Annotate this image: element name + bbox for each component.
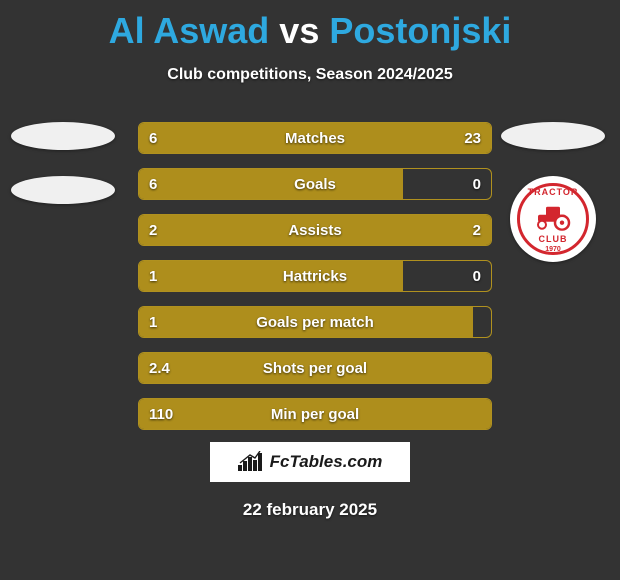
badge-placeholder-icon — [11, 176, 115, 204]
stat-value-right: 0 — [473, 169, 481, 200]
tractor-club-crest-icon: TRACTOR CLUB 1970 — [510, 176, 596, 262]
bar-chart-icon — [238, 451, 264, 473]
stat-label: Goals per match — [139, 307, 491, 338]
stat-label: Shots per goal — [139, 353, 491, 384]
badge-placeholder-icon — [501, 122, 605, 150]
title: Al Aswad vs Postonjski — [0, 0, 620, 52]
stat-row-assists: 2Assists2 — [138, 214, 492, 246]
right-player-badges: TRACTOR CLUB 1970 — [498, 122, 608, 262]
stat-row-shots-per-goal: 2.4Shots per goal — [138, 352, 492, 384]
stat-value-right: 23 — [464, 123, 481, 154]
branding-text: FcTables.com — [270, 452, 383, 472]
title-vs: vs — [279, 10, 319, 51]
title-player2: Postonjski — [329, 10, 511, 51]
badge-placeholder-icon — [11, 122, 115, 150]
stats-bars: 6Matches23 6Goals0 2Assists2 1Hattricks0 1Go… — [138, 122, 492, 444]
subtitle: Club competitions, Season 2024/2025 — [0, 66, 620, 84]
comparison-card: Al Aswad vs Postonjski Club competitions… — [0, 0, 620, 580]
title-player1: Al Aswad — [109, 10, 270, 51]
stat-label: Assists — [139, 215, 491, 246]
stat-row-goals: 6Goals0 — [138, 168, 492, 200]
stat-row-goals-per-match: 1Goals per match — [138, 306, 492, 338]
stat-label: Goals — [139, 169, 491, 200]
stat-row-hattricks: 1Hattricks0 — [138, 260, 492, 292]
stat-label: Hattricks — [139, 261, 491, 292]
stat-label: Min per goal — [139, 399, 491, 430]
stat-label: Matches — [139, 123, 491, 154]
left-player-badges — [8, 122, 118, 204]
date: 22 february 2025 — [0, 500, 620, 520]
stat-row-matches: 6Matches23 — [138, 122, 492, 154]
stat-value-right: 2 — [473, 215, 481, 246]
stat-row-min-per-goal: 110Min per goal — [138, 398, 492, 430]
branding-badge: FcTables.com — [210, 442, 410, 482]
stat-value-right: 0 — [473, 261, 481, 292]
